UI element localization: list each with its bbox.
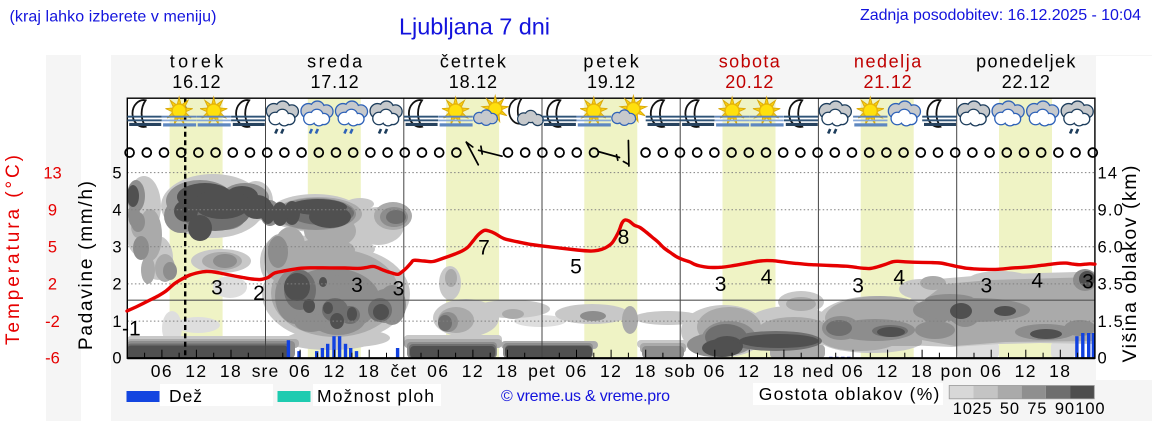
- svg-text:3: 3: [980, 275, 992, 298]
- svg-text:(kraj lahko izberete v meniju): (kraj lahko izberete v meniju): [10, 9, 217, 26]
- svg-text:2: 2: [253, 282, 265, 305]
- svg-text:6.0: 6.0: [1098, 239, 1125, 257]
- svg-text:0: 0: [112, 349, 121, 367]
- svg-text:18: 18: [911, 361, 933, 381]
- svg-text:06: 06: [565, 361, 587, 381]
- svg-text:-2: -2: [45, 313, 60, 331]
- svg-text:4: 4: [1031, 270, 1043, 293]
- svg-text:sre: sre: [252, 361, 280, 381]
- svg-text:Temperatura (°C): Temperatura (°C): [3, 155, 24, 345]
- svg-text:06: 06: [289, 361, 311, 381]
- svg-text:-1: -1: [122, 318, 141, 341]
- svg-text:22.12: 22.12: [1002, 72, 1050, 92]
- svg-text:čet: čet: [390, 361, 417, 381]
- svg-text:06: 06: [842, 361, 864, 381]
- svg-text:pon: pon: [940, 361, 973, 381]
- svg-text:12: 12: [323, 361, 345, 381]
- svg-text:4: 4: [893, 267, 905, 290]
- svg-text:5: 5: [570, 256, 582, 279]
- svg-text:18: 18: [496, 361, 518, 381]
- svg-text:75: 75: [1027, 400, 1047, 418]
- svg-text:2: 2: [48, 276, 57, 294]
- svg-text:© vreme.us & vreme.pro: © vreme.us & vreme.pro: [501, 388, 670, 405]
- svg-text:sob: sob: [664, 361, 696, 381]
- svg-text:06: 06: [151, 361, 173, 381]
- svg-text:1.5: 1.5: [1098, 313, 1125, 331]
- svg-text:ned: ned: [802, 361, 835, 381]
- svg-text:100: 100: [1075, 400, 1105, 418]
- svg-text:14: 14: [1098, 164, 1119, 182]
- svg-text:3.5: 3.5: [1098, 276, 1125, 294]
- svg-text:12: 12: [600, 361, 622, 381]
- svg-text:petek: petek: [583, 52, 639, 72]
- svg-text:8: 8: [618, 226, 630, 249]
- svg-text:3: 3: [715, 273, 727, 296]
- svg-text:2: 2: [112, 276, 121, 294]
- svg-text:9: 9: [48, 202, 57, 220]
- svg-text:pet: pet: [528, 361, 556, 381]
- svg-text:0: 0: [1098, 349, 1108, 367]
- svg-text:18: 18: [773, 361, 795, 381]
- svg-text:3: 3: [393, 278, 405, 301]
- svg-text:13: 13: [43, 164, 61, 182]
- svg-text:1: 1: [112, 313, 121, 331]
- svg-text:Možnost ploh: Možnost ploh: [317, 386, 434, 406]
- svg-text:četrtek: četrtek: [440, 52, 507, 72]
- svg-text:12: 12: [462, 361, 484, 381]
- svg-text:ponedeljek: ponedeljek: [976, 52, 1076, 72]
- svg-text:4: 4: [761, 266, 773, 289]
- svg-text:3: 3: [112, 239, 121, 257]
- svg-text:19.12: 19.12: [587, 72, 635, 92]
- svg-text:4: 4: [112, 202, 121, 220]
- svg-text:7: 7: [478, 237, 490, 260]
- svg-text:Dež: Dež: [169, 386, 202, 406]
- svg-text:10: 10: [953, 400, 973, 418]
- svg-text:21.12: 21.12: [864, 72, 912, 92]
- svg-text:5: 5: [48, 239, 57, 257]
- svg-text:3: 3: [351, 274, 363, 297]
- svg-text:90: 90: [1055, 400, 1075, 418]
- svg-text:16.12: 16.12: [172, 72, 220, 92]
- svg-text:5: 5: [112, 164, 121, 182]
- svg-text:Zadnja posodobitev: 16.12.2025: Zadnja posodobitev: 16.12.2025 - 10:04: [860, 7, 1141, 24]
- svg-text:torek: torek: [170, 52, 225, 72]
- svg-text:18: 18: [220, 361, 242, 381]
- svg-text:06: 06: [704, 361, 726, 381]
- svg-text:Ljubljana 7 dni: Ljubljana 7 dni: [399, 14, 550, 40]
- svg-text:sobota: sobota: [719, 52, 781, 72]
- svg-text:50: 50: [1000, 400, 1020, 418]
- svg-text:17.12: 17.12: [311, 72, 359, 92]
- svg-text:3: 3: [852, 275, 864, 298]
- svg-text:nedelja: nedelja: [854, 52, 922, 72]
- svg-text:12: 12: [876, 361, 898, 381]
- svg-text:Višina oblakov (km): Višina oblakov (km): [1119, 166, 1141, 363]
- svg-text:12: 12: [738, 361, 760, 381]
- svg-text:9.0: 9.0: [1098, 202, 1125, 220]
- svg-text:18.12: 18.12: [449, 72, 497, 92]
- svg-text:sreda: sreda: [307, 52, 363, 72]
- svg-text:18: 18: [1049, 361, 1071, 381]
- svg-text:18: 18: [358, 361, 380, 381]
- svg-text:25: 25: [972, 400, 992, 418]
- svg-text:Gostota oblakov (%): Gostota oblakov (%): [759, 384, 940, 404]
- svg-text:20.12: 20.12: [725, 72, 773, 92]
- svg-text:-6: -6: [45, 349, 60, 367]
- svg-text:Padavine (mm/h): Padavine (mm/h): [76, 181, 97, 350]
- svg-text:18: 18: [635, 361, 657, 381]
- svg-text:3: 3: [1082, 271, 1094, 294]
- svg-text:06: 06: [980, 361, 1002, 381]
- svg-text:12: 12: [185, 361, 207, 381]
- svg-text:06: 06: [427, 361, 449, 381]
- svg-text:3: 3: [211, 277, 223, 300]
- svg-text:12: 12: [1015, 361, 1037, 381]
